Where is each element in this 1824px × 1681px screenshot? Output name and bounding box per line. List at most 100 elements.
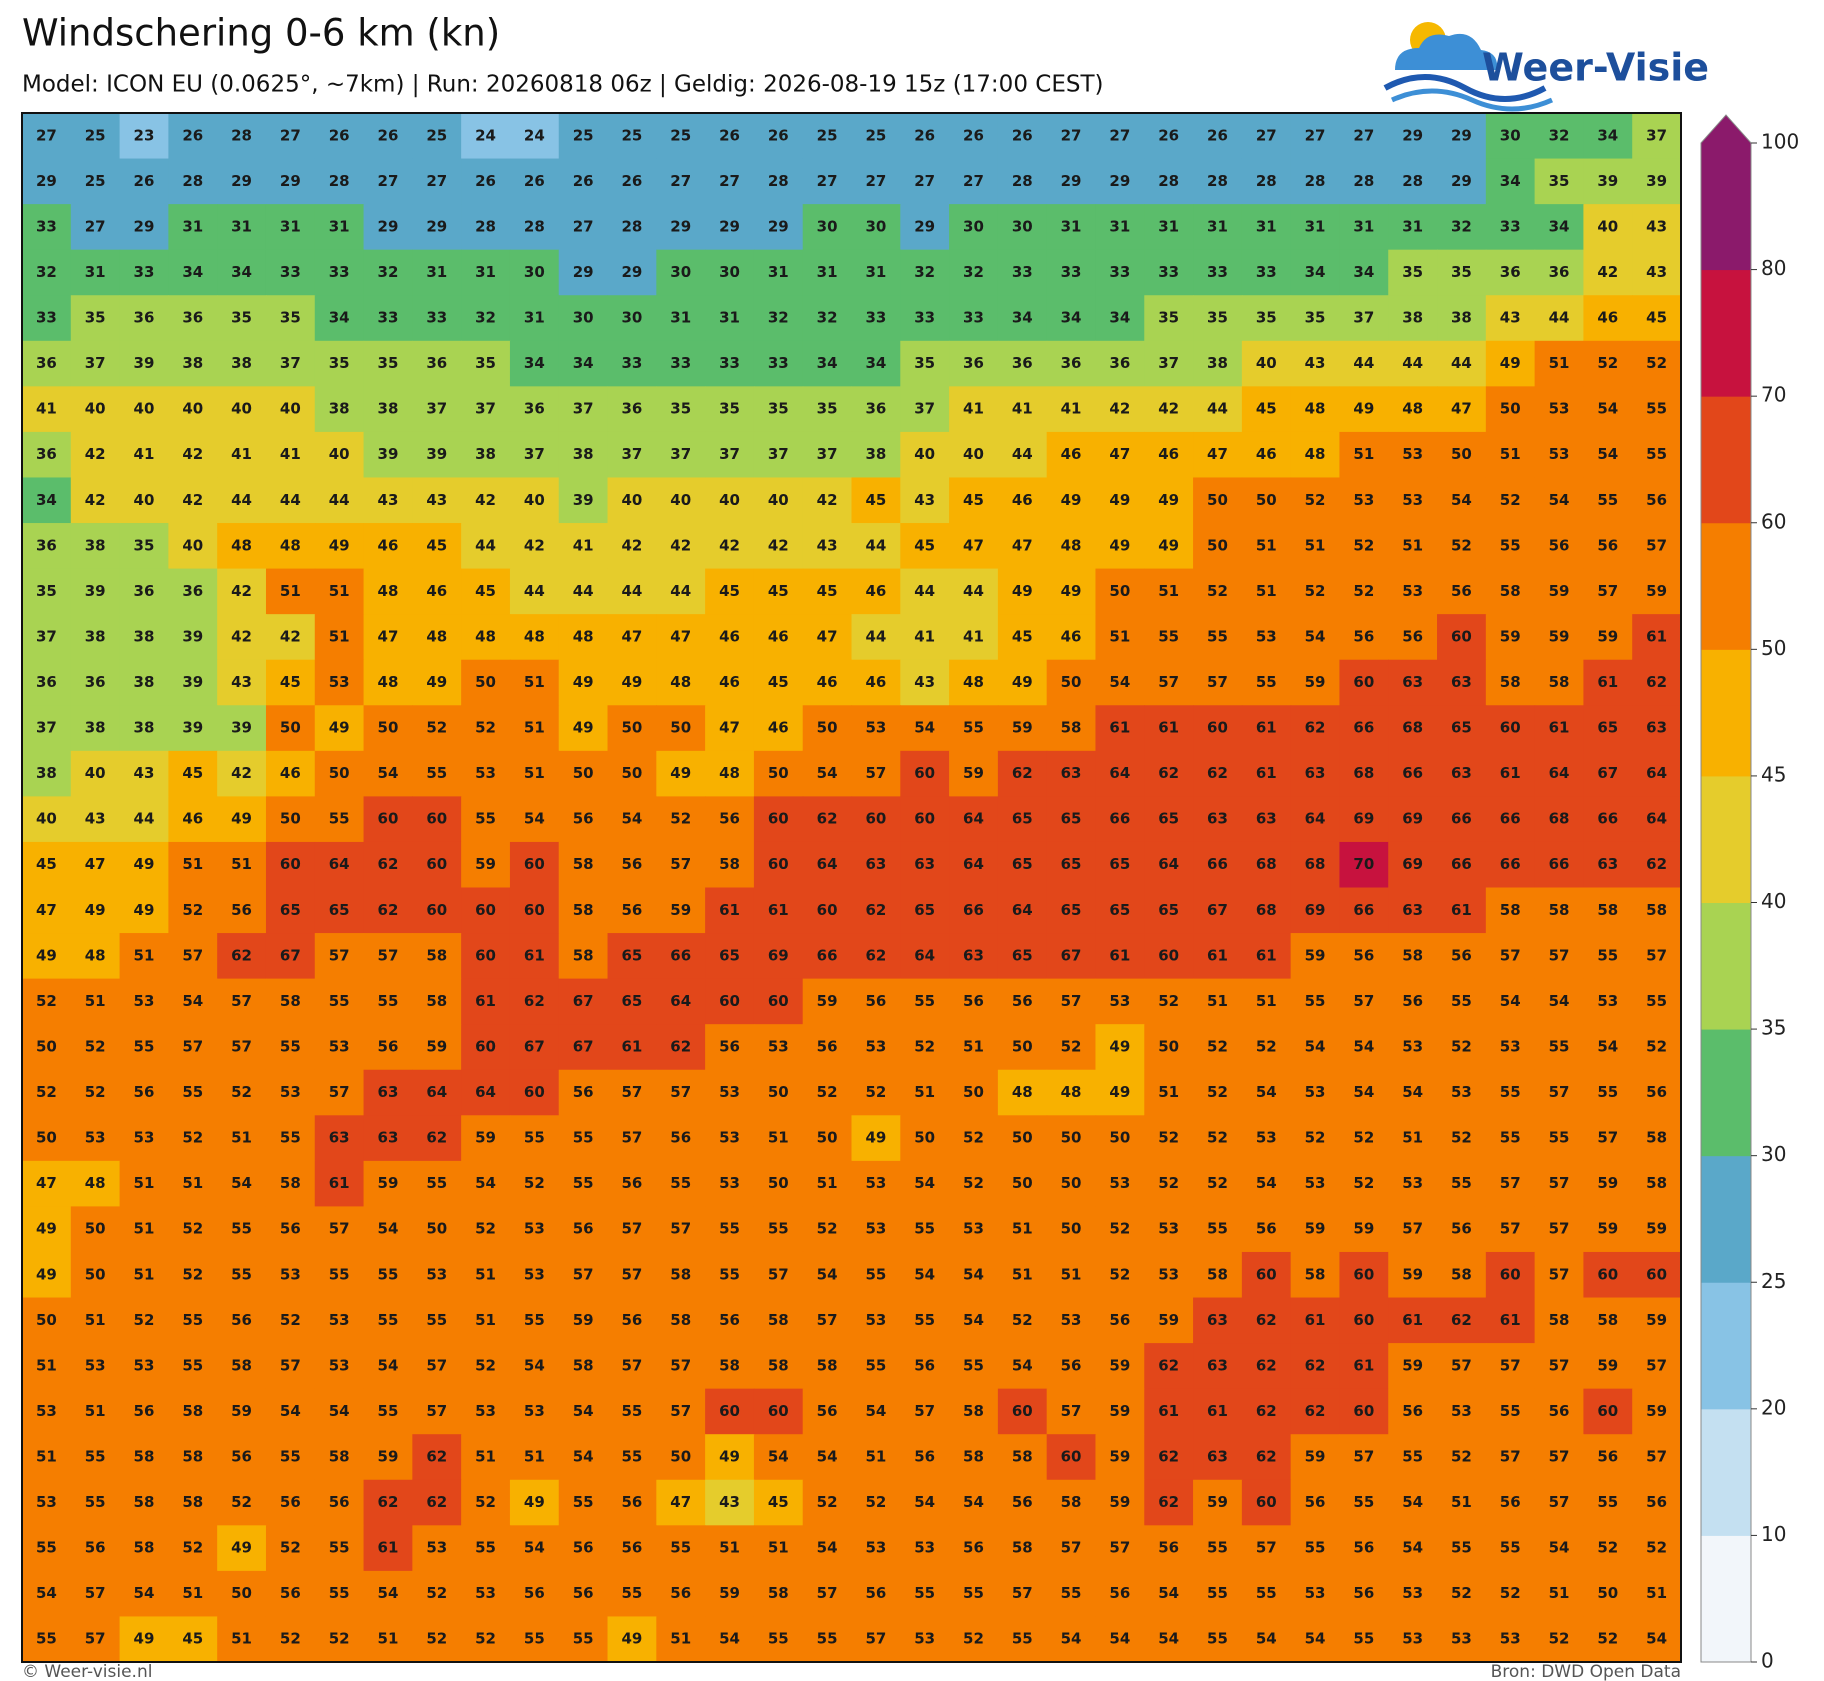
value-cell <box>1485 1206 1536 1253</box>
value-cell <box>461 887 511 934</box>
value-label: 55 <box>1646 445 1667 463</box>
value-label: 65 <box>329 901 350 919</box>
value-label: 61 <box>1500 1311 1521 1329</box>
value-cell <box>509 978 560 1025</box>
value-label: 42 <box>280 627 301 645</box>
value-label: 40 <box>182 536 203 554</box>
value-cell <box>851 1069 901 1116</box>
value-cell <box>1583 431 1633 479</box>
value-cell <box>1534 340 1585 387</box>
value-label: 67 <box>573 1037 594 1055</box>
value-label: 42 <box>719 536 740 554</box>
value-cell <box>168 750 218 797</box>
value-cell <box>1290 978 1341 1025</box>
value-label: 43 <box>914 673 935 691</box>
value-cell <box>900 1024 950 1071</box>
value-cell <box>1437 1069 1487 1116</box>
value-cell <box>119 1206 169 1253</box>
value-label: 56 <box>134 1083 155 1101</box>
value-label: 50 <box>1500 400 1521 418</box>
value-label: 45 <box>182 764 203 782</box>
value-cell <box>1583 1388 1633 1435</box>
value-label: 63 <box>1402 673 1423 691</box>
value-label: 33 <box>914 309 935 327</box>
value-cell <box>1046 1388 1097 1435</box>
value-label: 50 <box>670 1447 691 1465</box>
value-label: 60 <box>524 1083 545 1101</box>
value-cell <box>607 705 657 752</box>
value-label: 53 <box>36 1493 57 1511</box>
value-cell <box>558 249 609 296</box>
value-label: 55 <box>1646 992 1667 1010</box>
value-cell <box>217 295 267 342</box>
value-label: 55 <box>1305 1539 1326 1557</box>
value-cell <box>1485 841 1536 889</box>
value-label: 60 <box>1061 1447 1082 1465</box>
value-cell <box>705 1251 755 1299</box>
value-cell <box>314 1479 365 1526</box>
value-label: 61 <box>1549 719 1570 737</box>
value-cell <box>753 705 804 752</box>
value-cell <box>1339 1206 1389 1253</box>
value-label: 53 <box>1451 1630 1472 1648</box>
value-cell <box>1046 1024 1097 1071</box>
value-cell <box>558 158 609 205</box>
value-label: 59 <box>1597 1356 1618 1374</box>
value-cell <box>1144 568 1194 615</box>
value-label: 56 <box>1012 1493 1033 1511</box>
value-label: 31 <box>280 217 301 235</box>
value-cell <box>1046 386 1097 433</box>
value-label: 62 <box>1158 1356 1179 1374</box>
value-cell <box>509 204 560 251</box>
value-label: 56 <box>134 1402 155 1420</box>
value-label: 49 <box>36 1220 57 1238</box>
value-label: 49 <box>1061 582 1082 600</box>
value-label: 56 <box>231 1447 252 1465</box>
value-cell <box>509 113 560 160</box>
value-label: 66 <box>1353 901 1374 919</box>
value-label: 58 <box>1549 1311 1570 1329</box>
value-label: 53 <box>280 1265 301 1283</box>
value-cell <box>1144 1570 1194 1618</box>
value-cell <box>851 1570 901 1618</box>
value-cell <box>1193 477 1243 524</box>
value-label: 65 <box>1012 855 1033 873</box>
value-cell <box>1583 249 1633 296</box>
value-label: 44 <box>1012 445 1033 463</box>
value-cell <box>802 431 853 479</box>
value-cell <box>851 204 901 251</box>
value-cell <box>1144 841 1194 889</box>
value-cell <box>949 933 999 980</box>
value-cell <box>168 1525 218 1572</box>
value-cell <box>1388 204 1438 251</box>
value-cell <box>168 933 218 980</box>
value-label: 46 <box>719 627 740 645</box>
value-label: 45 <box>719 582 740 600</box>
value-label: 58 <box>573 901 594 919</box>
value-cell <box>1632 1206 1682 1253</box>
value-cell <box>1583 113 1633 160</box>
value-label: 47 <box>817 627 838 645</box>
value-cell <box>558 1160 609 1208</box>
value-label: 58 <box>719 855 740 873</box>
value-label: 51 <box>134 1174 155 1192</box>
value-cell <box>997 1024 1048 1071</box>
value-cell <box>1583 477 1633 524</box>
value-cell <box>1534 1297 1585 1344</box>
value-cell <box>1290 568 1341 615</box>
value-cell <box>217 1115 267 1162</box>
value-label: 57 <box>621 1265 642 1283</box>
value-cell <box>314 1024 365 1071</box>
value-cell <box>412 1616 462 1663</box>
value-cell <box>607 750 657 797</box>
value-cell <box>22 295 72 342</box>
value-label: 48 <box>1402 400 1423 418</box>
value-cell <box>802 477 853 524</box>
value-label: 63 <box>1597 855 1618 873</box>
value-cell <box>1437 1206 1487 1253</box>
value-label: 63 <box>914 855 935 873</box>
value-label: 54 <box>963 1265 984 1283</box>
value-label: 64 <box>1646 810 1667 828</box>
value-label: 58 <box>1500 673 1521 691</box>
value-cell <box>997 1434 1048 1481</box>
